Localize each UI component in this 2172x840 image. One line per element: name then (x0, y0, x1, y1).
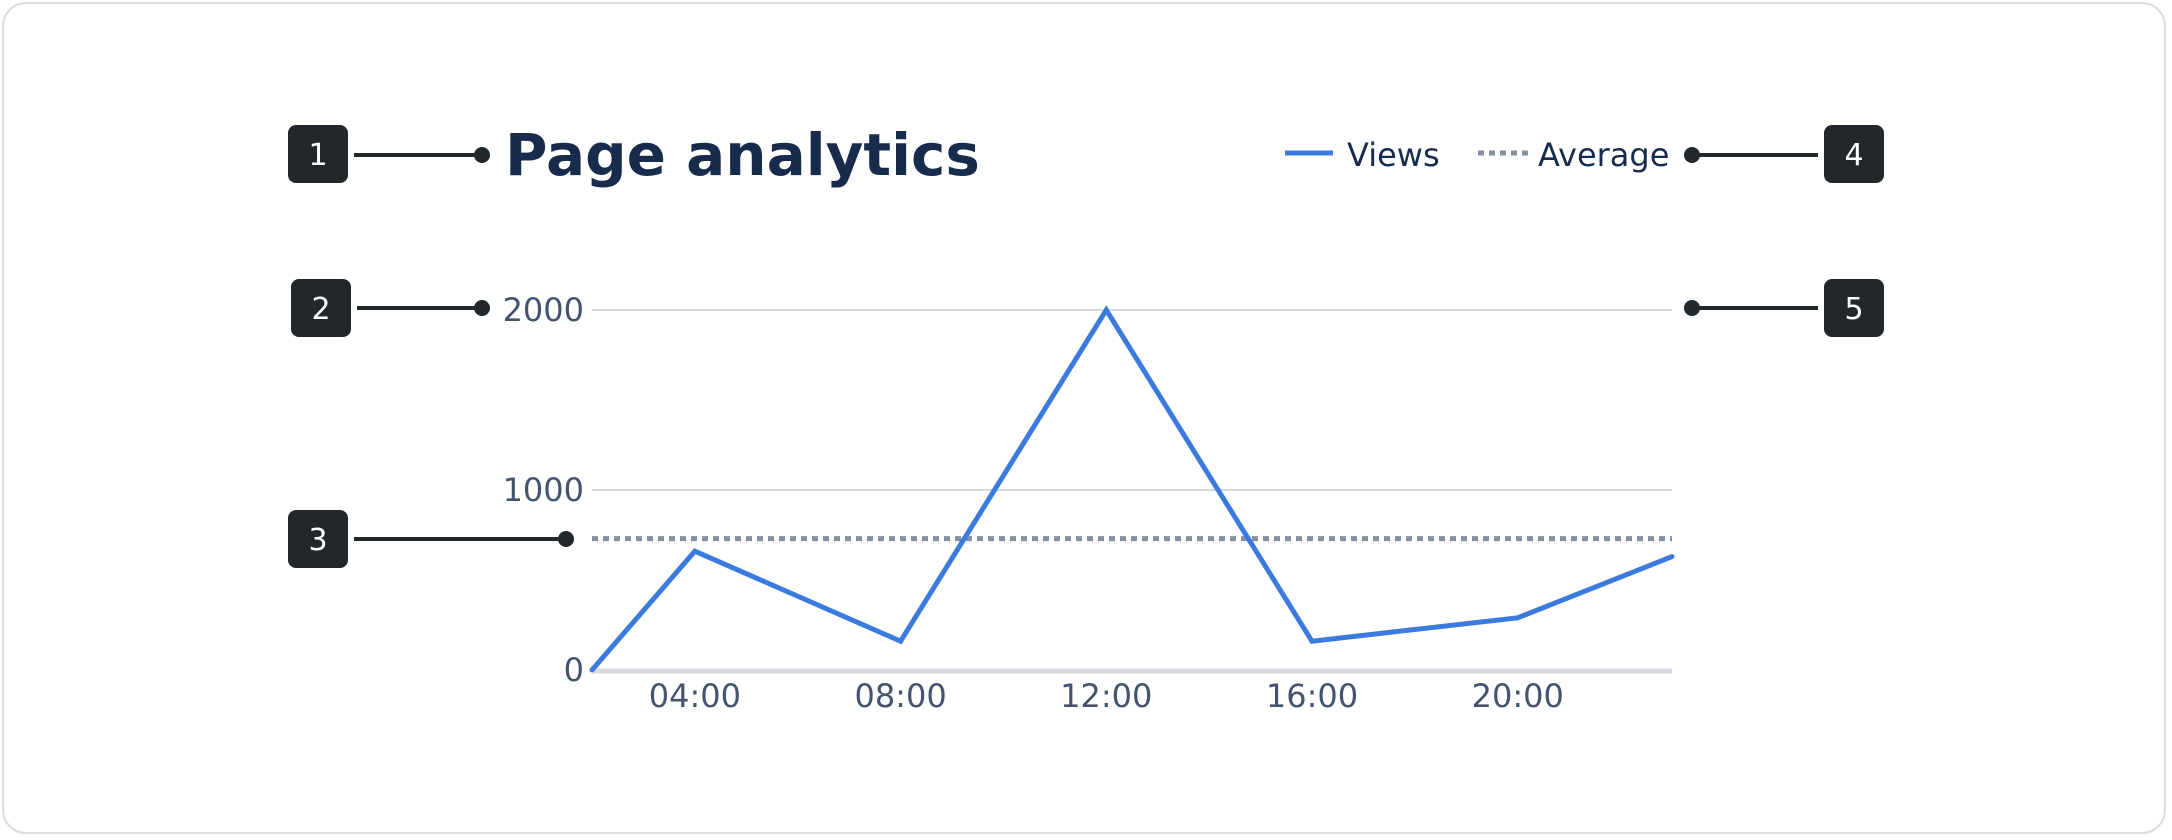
annotation-5: 5 (1684, 279, 1884, 337)
annotation-dot-4 (1684, 147, 1700, 163)
data-point-views (1309, 638, 1315, 644)
x-tick-label: 04:00 (649, 677, 741, 715)
x-tick-label: 16:00 (1266, 677, 1358, 715)
data-point-views (692, 548, 698, 554)
x-axis: 04:00 08:00 12:00 16:00 20:00 (649, 677, 1564, 715)
data-point-views (1515, 615, 1521, 621)
annotation-label-2: 2 (311, 292, 330, 327)
annotation-dot-1 (474, 147, 490, 163)
annotation-badge-5 (1824, 279, 1884, 337)
series-points-views (589, 307, 1675, 673)
annotation-dot-5 (1684, 300, 1700, 316)
y-tick-label: 2000 (503, 291, 584, 329)
data-point-views (1103, 307, 1109, 313)
annotation-4: 4 (1684, 125, 1884, 183)
legend: Views Average (1285, 136, 1669, 174)
annotation-label-4: 4 (1844, 138, 1863, 173)
y-tick-label: 1000 (503, 471, 584, 509)
annotation-label-3: 3 (308, 523, 327, 558)
annotation-badge-1 (288, 125, 348, 183)
annotation-dot-2 (474, 300, 490, 316)
annotation-3: 3 (288, 510, 574, 568)
annotation-2: 2 (291, 279, 490, 337)
x-tick-label: 12:00 (1060, 677, 1152, 715)
chart-title: Page analytics (505, 121, 980, 189)
grid-lines (592, 309, 1672, 491)
x-tick-label: 20:00 (1472, 677, 1564, 715)
annotation-badge-4 (1824, 125, 1884, 183)
data-point-views (898, 638, 904, 644)
annotation-badge-2 (291, 279, 351, 337)
annotation-dot-3 (558, 531, 574, 547)
y-axis: 0 1000 2000 (503, 291, 584, 689)
annotation-label-1: 1 (308, 138, 327, 173)
annotation-badge-3 (288, 510, 348, 568)
data-point-views (1669, 554, 1675, 560)
annotation-label-5: 5 (1844, 292, 1863, 327)
x-tick-label: 08:00 (854, 677, 946, 715)
annotation-1: 1 (288, 125, 490, 183)
legend-label-average: Average (1538, 136, 1669, 174)
data-point-views (589, 667, 595, 673)
legend-label-views: Views (1347, 136, 1440, 174)
y-tick-label: 0 (564, 651, 584, 689)
